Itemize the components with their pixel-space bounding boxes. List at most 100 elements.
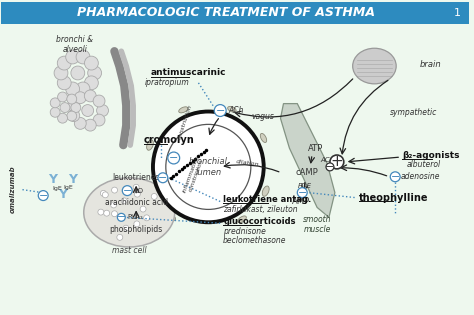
Text: beclomethasone: beclomethasone <box>223 236 287 244</box>
Circle shape <box>84 56 98 70</box>
Text: β₂-agonists: β₂-agonists <box>402 151 460 159</box>
Circle shape <box>134 221 140 227</box>
Ellipse shape <box>146 140 154 150</box>
Circle shape <box>123 225 129 231</box>
Text: −: − <box>325 162 335 172</box>
Circle shape <box>326 163 334 171</box>
Text: PLA₂: PLA₂ <box>127 214 143 220</box>
Ellipse shape <box>260 134 267 142</box>
Circle shape <box>297 188 307 198</box>
Circle shape <box>68 110 80 122</box>
Circle shape <box>151 193 157 199</box>
Text: theophylline: theophylline <box>359 192 428 203</box>
Text: Y: Y <box>68 173 77 186</box>
Circle shape <box>110 202 117 208</box>
Circle shape <box>97 105 109 117</box>
Text: leukotrienes: leukotrienes <box>112 173 160 182</box>
Text: dilation: dilation <box>236 159 260 167</box>
Text: antimuscarinic: antimuscarinic <box>151 68 227 77</box>
Circle shape <box>74 92 86 104</box>
Circle shape <box>50 98 60 108</box>
Text: AMP: AMP <box>292 197 310 206</box>
Text: omalizumab: omalizumab <box>9 166 16 214</box>
Ellipse shape <box>168 214 175 220</box>
Text: ipratropium: ipratropium <box>145 78 189 87</box>
FancyBboxPatch shape <box>0 2 469 24</box>
Circle shape <box>38 191 48 201</box>
Circle shape <box>98 209 104 215</box>
Circle shape <box>67 111 77 121</box>
Circle shape <box>135 189 141 195</box>
Circle shape <box>84 76 98 90</box>
Circle shape <box>74 117 86 129</box>
Circle shape <box>57 56 71 70</box>
Circle shape <box>88 66 101 80</box>
Circle shape <box>122 186 132 196</box>
Text: 1: 1 <box>454 8 461 18</box>
Circle shape <box>71 66 85 80</box>
Text: smooth
muscle: smooth muscle <box>303 215 331 234</box>
Circle shape <box>84 119 96 131</box>
Circle shape <box>330 155 344 169</box>
Circle shape <box>134 191 140 197</box>
Text: adenosine: adenosine <box>401 172 441 181</box>
Text: −: − <box>169 153 178 163</box>
Text: vagus: vagus <box>251 112 274 121</box>
Ellipse shape <box>353 48 396 84</box>
Text: ACh: ACh <box>228 106 244 115</box>
Text: albuterol: albuterol <box>407 160 441 169</box>
Circle shape <box>144 215 150 221</box>
Ellipse shape <box>237 216 246 223</box>
Circle shape <box>67 94 77 104</box>
Text: Y: Y <box>58 188 67 201</box>
Text: −: − <box>216 106 225 116</box>
Text: cromolyn: cromolyn <box>144 135 195 145</box>
Circle shape <box>111 211 118 217</box>
Circle shape <box>104 210 109 216</box>
Circle shape <box>58 113 67 123</box>
Circle shape <box>68 100 80 112</box>
Text: PDE: PDE <box>298 183 312 189</box>
Text: −: − <box>38 191 48 201</box>
Circle shape <box>66 82 80 96</box>
Text: constriction: constriction <box>176 104 192 141</box>
Circle shape <box>111 187 118 193</box>
Text: IgE: IgE <box>52 186 62 191</box>
Text: IgE: IgE <box>63 185 73 190</box>
Circle shape <box>60 103 70 112</box>
Text: ATP: ATP <box>308 144 323 152</box>
Text: mast cell: mast cell <box>112 246 146 255</box>
Circle shape <box>158 173 168 183</box>
Circle shape <box>66 50 80 64</box>
Text: brain: brain <box>420 60 442 69</box>
Text: zafirlukast, zileuton: zafirlukast, zileuton <box>223 205 298 214</box>
Text: bronchi &
alveoli: bronchi & alveoli <box>56 35 93 54</box>
Ellipse shape <box>179 107 188 113</box>
Circle shape <box>93 95 105 107</box>
Polygon shape <box>281 104 335 217</box>
Circle shape <box>57 76 71 90</box>
Text: inflammation
constriction: inflammation constriction <box>182 155 205 195</box>
Circle shape <box>121 198 127 204</box>
Ellipse shape <box>228 106 236 112</box>
Text: prednisone: prednisone <box>223 227 266 236</box>
Text: −: − <box>298 188 307 198</box>
Circle shape <box>84 90 96 102</box>
Text: −: − <box>117 212 126 222</box>
Text: LO: LO <box>134 188 143 194</box>
Text: Y: Y <box>47 173 56 186</box>
Text: PHARMACOLOGIC TREATMENT OF ASTHMA: PHARMACOLOGIC TREATMENT OF ASTHMA <box>77 6 375 19</box>
Circle shape <box>82 105 94 117</box>
Circle shape <box>133 184 139 190</box>
Text: leukotriene antag.: leukotriene antag. <box>223 195 311 204</box>
Circle shape <box>390 172 400 182</box>
Circle shape <box>214 105 226 117</box>
Circle shape <box>76 82 90 96</box>
Circle shape <box>102 192 108 198</box>
Circle shape <box>153 112 264 222</box>
Ellipse shape <box>84 178 175 247</box>
Text: +: + <box>330 154 343 169</box>
Text: −: − <box>158 173 167 183</box>
Circle shape <box>93 114 105 126</box>
Text: AC: AC <box>320 157 330 163</box>
